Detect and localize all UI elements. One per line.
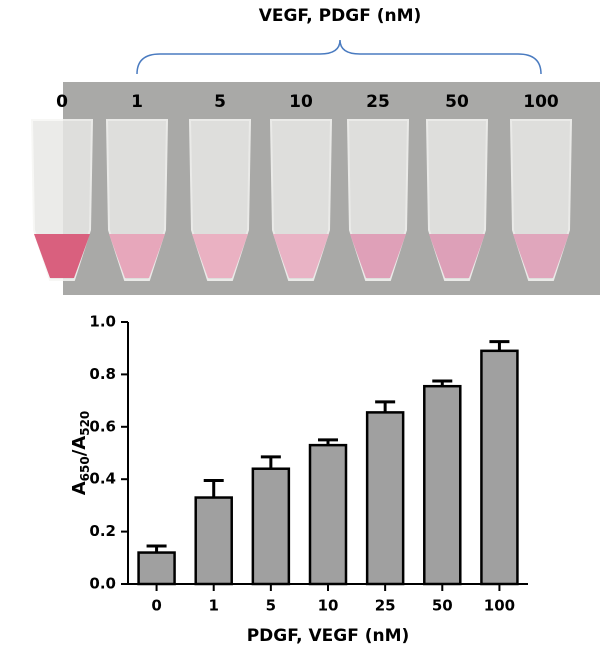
y-tick-label: 0.4 <box>89 470 116 488</box>
bar <box>308 443 348 586</box>
bar <box>251 467 291 586</box>
y-axis-label: A650/A520 <box>69 411 92 496</box>
tube-liquid <box>34 234 90 278</box>
tubes: 0 1 5 10 25 50 100 <box>30 92 573 281</box>
y-axis-label-part: A <box>69 481 90 495</box>
x-tick-label: 1 <box>208 597 218 615</box>
chart: 0.0 0.2 0.4 0.6 0.8 1.0 0 1 5 10 25 50 100 PDGF, VEGF… <box>69 313 528 646</box>
tube-liquid <box>513 234 569 278</box>
bar <box>365 411 405 586</box>
tube-label: 0 <box>56 92 68 112</box>
x-tick-label: 5 <box>266 597 276 615</box>
bar <box>137 551 176 586</box>
y-tick-label: 0.0 <box>89 575 116 593</box>
tube-liquid <box>429 234 485 278</box>
tube-liquid <box>273 234 329 278</box>
y-tick-label: 0.8 <box>89 365 116 383</box>
bracket <box>136 39 542 75</box>
x-tick-label: 10 <box>318 597 339 615</box>
tube-liquid <box>109 234 165 278</box>
tube-liquid <box>192 234 248 278</box>
x-tick-label: 0 <box>151 597 161 615</box>
y-tick-label: 0.6 <box>89 417 116 435</box>
x-tick-label: 50 <box>432 597 453 615</box>
tube-label: 10 <box>289 92 313 112</box>
y-axis-label-part: /A <box>69 436 90 457</box>
y-axis-label-part: 520 <box>78 411 92 436</box>
y-tick-label: 1.0 <box>89 313 116 331</box>
photo-title: VEGF, PDGF (nM) <box>259 6 422 26</box>
tube-label: 5 <box>214 92 226 112</box>
bar <box>194 496 233 586</box>
tube-liquid <box>350 234 406 278</box>
bar <box>480 349 519 586</box>
bar <box>423 384 462 586</box>
x-tick-label: 100 <box>484 597 515 615</box>
tube-label: 100 <box>523 92 559 112</box>
x-tick-label: 25 <box>375 597 396 615</box>
tube-label: 50 <box>445 92 469 112</box>
y-tick-label: 0.2 <box>89 522 116 540</box>
tube-label: 1 <box>131 92 143 112</box>
y-axis-label-part: 650 <box>78 456 92 481</box>
x-axis-label: PDGF, VEGF (nM) <box>247 626 410 646</box>
tube-label: 25 <box>366 92 390 112</box>
